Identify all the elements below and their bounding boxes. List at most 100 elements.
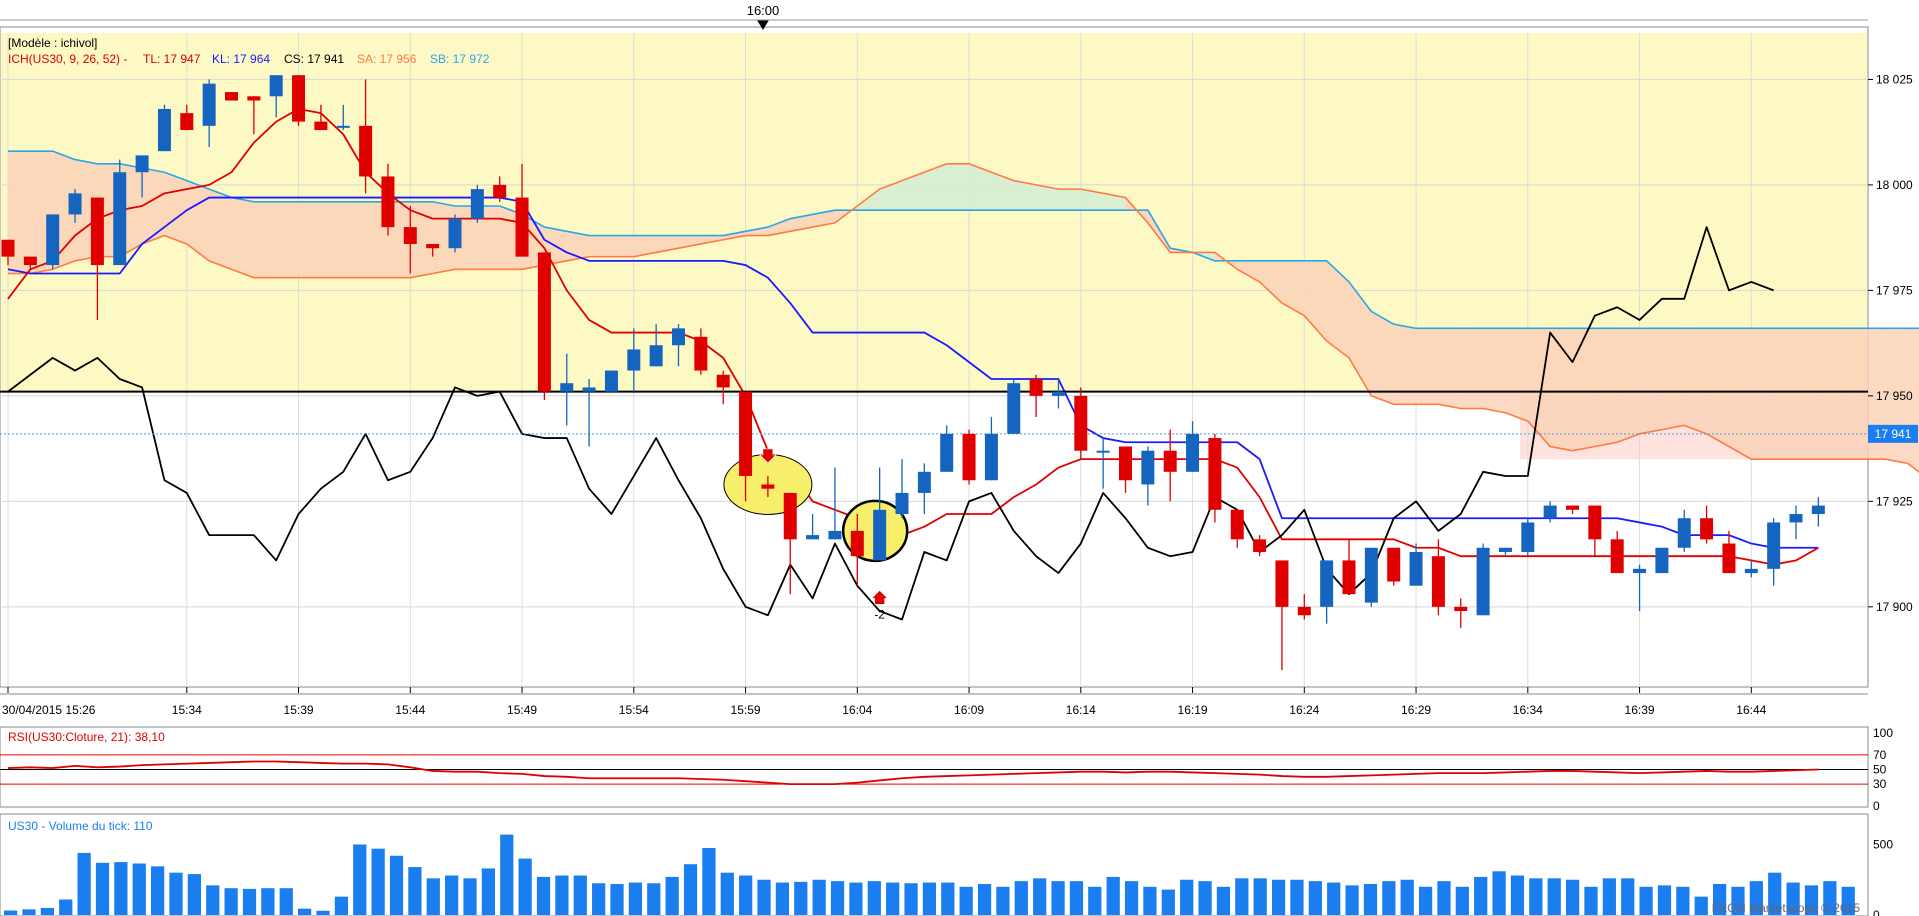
cloud-segment: [1639, 328, 1662, 434]
senkou-span-b-line: [8, 150, 1919, 330]
volume-bar: [702, 847, 716, 915]
volume-bar: [1033, 878, 1047, 915]
time-tick-label: 15:44: [395, 703, 425, 717]
candle-body: [1074, 395, 1088, 451]
volume-bar: [1345, 885, 1359, 915]
cloud-segment: [1080, 189, 1104, 211]
time-marker-label: 16:00: [747, 3, 780, 18]
volume-bar: [775, 882, 790, 915]
volume-bar: [206, 885, 220, 915]
cloud-segment: [1393, 324, 1417, 405]
rsi-tick-label: 30: [1873, 777, 1887, 791]
rsi-tick-label: 50: [1873, 763, 1887, 777]
volume-bar: [555, 875, 569, 915]
price-tick-label: 18 025: [1876, 72, 1913, 86]
candle-body: [694, 336, 708, 371]
cloud-segment: [589, 235, 612, 257]
volume-bar: [463, 878, 477, 915]
volume-bar: [977, 883, 992, 915]
candle-body: [1588, 505, 1602, 540]
buy-arrow-icon: [870, 589, 889, 605]
volume-bar: [518, 858, 532, 915]
candle-body: [537, 252, 551, 392]
volume-bar: [1455, 886, 1469, 915]
candle-body: [962, 433, 976, 481]
time-tick-label: 16:29: [1401, 703, 1431, 717]
volume-bar: [1253, 878, 1267, 915]
candle-body: [202, 83, 216, 126]
volume-tick-label: 500: [1873, 837, 1893, 851]
volume-bar: [1712, 883, 1727, 915]
candle-body: [1454, 606, 1468, 612]
candle-body: [1275, 560, 1289, 607]
volume-bar: [794, 881, 808, 915]
candle-body: [515, 197, 529, 257]
volume-bar: [22, 909, 36, 915]
candle-body: [783, 492, 797, 540]
cloud-segment: [1036, 184, 1059, 211]
price-tick-label: 17 975: [1876, 283, 1913, 297]
volume-bar: [132, 863, 146, 915]
volume-bar: [1639, 886, 1653, 915]
cloud-segment: [1281, 260, 1305, 316]
tl-value: TL: 17 947: [143, 52, 201, 66]
tenkan-sen-line: [7, 108, 1819, 566]
cloud-segment: [1460, 328, 1484, 409]
time-tick-label: 15:59: [731, 703, 761, 717]
candle-body: [739, 391, 753, 477]
cloud-segment: [1594, 328, 1618, 447]
kijun-sen-line: [7, 196, 1819, 549]
cloud-segment: [1907, 328, 1919, 472]
time-marker[interactable]: 16:00: [747, 3, 780, 30]
volume-bar: [1382, 881, 1396, 915]
current-price-tag: 17 941: [1868, 424, 1918, 443]
cloud-segment: [231, 197, 254, 278]
cloud-segment: [298, 201, 321, 278]
volume-bar: [996, 886, 1010, 915]
candle-body: [1387, 547, 1401, 582]
rsi-series: [0, 754, 1868, 785]
volume-bar: [1069, 881, 1084, 915]
volume-bar: [886, 882, 900, 915]
volume-bar: [261, 888, 275, 915]
cloud-segment: [1527, 328, 1551, 447]
volume-bar: [959, 886, 973, 915]
signal-markers: -2: [759, 448, 889, 621]
time-tick-label: 15:34: [172, 703, 202, 717]
candle-body: [180, 113, 194, 131]
volume-bar: [224, 888, 238, 915]
ichimoku-cloud: [8, 151, 1919, 472]
time-tick-label: 16:14: [1066, 703, 1096, 717]
volume-bar: [1180, 879, 1194, 915]
volume-bar: [151, 866, 165, 915]
volume-bar: [1308, 881, 1322, 915]
cloud-segment: [164, 172, 187, 244]
cloud-segment: [1684, 328, 1707, 434]
candle-body: [895, 492, 909, 515]
volume-bar: [1437, 881, 1451, 915]
candle-body: [314, 121, 328, 131]
time-tick-label: 15:49: [507, 703, 537, 717]
cloud-segment: [1706, 328, 1729, 447]
time-marker-arrow-icon: [757, 20, 769, 30]
volume-bar: [1823, 881, 1837, 915]
candle-body: [1566, 505, 1579, 510]
candle-body: [560, 383, 574, 392]
cloud-segment: [745, 227, 768, 236]
volume-bar: [1510, 875, 1525, 915]
candle-body: [1163, 450, 1177, 472]
volume-bar: [573, 875, 587, 915]
candle-body: [68, 193, 82, 215]
volume-bar: [4, 910, 18, 915]
volume-bar: [1474, 876, 1488, 915]
volume-bar: [1216, 886, 1231, 915]
rsi-line: [7, 760, 1819, 785]
volume-bar: [592, 883, 606, 915]
volume-tick-label: 0: [1873, 908, 1880, 916]
volume-bar: [1768, 872, 1782, 915]
model-label: [Modèle : ichivol]: [8, 36, 97, 50]
volume-bar: [941, 882, 955, 915]
cloud-segment: [1617, 328, 1640, 443]
volume-bar: [77, 852, 91, 915]
